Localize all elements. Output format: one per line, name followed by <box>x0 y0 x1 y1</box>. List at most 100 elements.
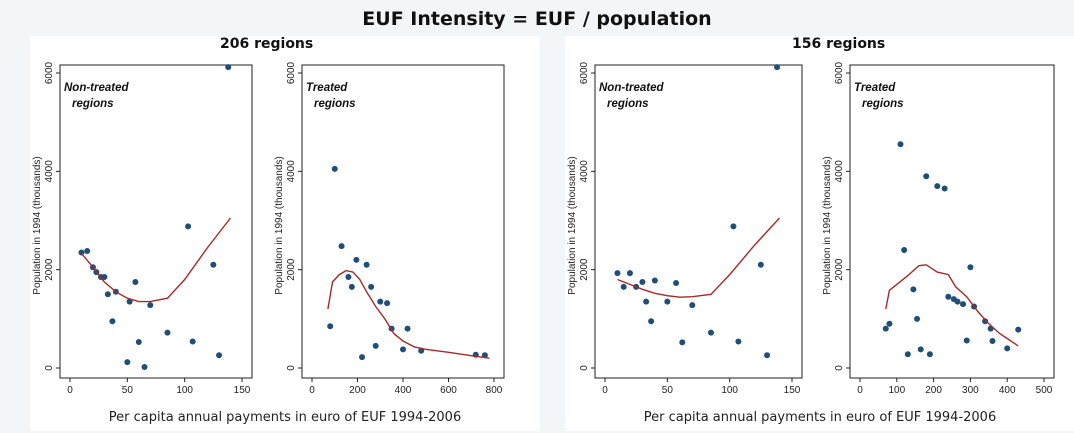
x-tick-label: 150 <box>784 385 801 396</box>
panel-annotation: Treated <box>854 82 896 94</box>
data-point <box>104 291 111 298</box>
data-point <box>639 278 646 285</box>
data-point <box>132 278 139 285</box>
data-point <box>363 261 370 268</box>
x-tick-label: 100 <box>721 385 738 396</box>
scatter-panel-non-treated-206: 0 2000 4000 6000 0 50 100 150 Population in 1994… <box>32 61 253 396</box>
y-tick-label: 6000 <box>579 61 590 84</box>
data-point <box>368 283 375 290</box>
x-tick-label: 300 <box>962 385 979 396</box>
y-axis-label: Population in 1994 (thousands) <box>274 156 285 294</box>
plot-frame <box>301 64 505 379</box>
data-point <box>673 279 680 286</box>
data-point <box>989 337 996 344</box>
y-tick-label: 4000 <box>579 160 590 183</box>
y-tick-label: 6000 <box>834 61 845 84</box>
x-tick-label: 400 <box>395 385 412 396</box>
y-axis-label: Population in 1994 (thousands) <box>32 156 43 294</box>
data-point <box>620 283 627 290</box>
data-point <box>384 300 391 307</box>
data-point <box>404 325 411 332</box>
y-tick-label: 2000 <box>286 258 297 281</box>
data-point <box>1004 345 1011 352</box>
y-tick-label: 0 <box>286 365 297 371</box>
fitted-curve <box>80 217 232 303</box>
panel-annotation: regions <box>72 98 114 110</box>
data-point <box>923 173 930 180</box>
data-point <box>651 277 658 284</box>
data-point <box>689 302 696 309</box>
y-tick-label: 0 <box>44 365 55 371</box>
x-tick-label: 200 <box>925 385 942 396</box>
y-tick-label: 0 <box>834 365 845 371</box>
data-point <box>348 283 355 290</box>
data-point <box>897 141 904 148</box>
data-point <box>917 346 924 353</box>
scatter-panel-treated-206: 0 2000 4000 6000 0 200 400 600 800 Population in … <box>274 61 505 396</box>
panel-annotation: regions <box>314 98 356 110</box>
data-point <box>910 286 917 293</box>
fitted-curve <box>327 269 490 359</box>
data-point <box>643 298 650 305</box>
data-point <box>901 247 908 253</box>
data-point <box>345 274 352 281</box>
x-tick-label: 50 <box>122 385 134 396</box>
y-tick-label: 6000 <box>286 61 297 84</box>
y-tick-label: 0 <box>579 365 590 371</box>
data-point <box>353 256 360 263</box>
data-point <box>679 339 686 346</box>
data-point <box>109 318 116 325</box>
x-axis-label: Per capita annual payments in euro of EU… <box>643 410 997 425</box>
data-point <box>185 223 192 230</box>
y-tick-label: 2000 <box>579 258 590 281</box>
data-point <box>954 298 961 305</box>
data-point <box>141 364 148 371</box>
scatter-panel-non-treated-156: 0 2000 4000 6000 0 50 100 150 Population in 1994… <box>567 61 803 396</box>
data-point <box>626 270 633 277</box>
data-point <box>886 320 893 327</box>
data-point <box>216 352 223 359</box>
plot-frame <box>849 64 1055 379</box>
data-point <box>757 261 764 268</box>
data-point <box>210 261 217 268</box>
data-point <box>934 183 941 190</box>
data-point <box>189 338 196 345</box>
data-point <box>941 185 948 192</box>
x-tick-label: 0 <box>309 385 315 396</box>
data-point <box>963 337 970 344</box>
panel-annotation: Treated <box>306 82 348 94</box>
data-point <box>101 274 108 281</box>
data-point <box>78 249 85 256</box>
data-point <box>664 298 671 305</box>
x-tick-label: 100 <box>176 385 193 396</box>
data-point <box>614 270 621 277</box>
y-tick-label: 2000 <box>834 258 845 281</box>
data-point <box>331 165 338 172</box>
y-tick-label: 2000 <box>44 258 55 281</box>
x-tick-label: 0 <box>602 385 608 396</box>
x-tick-label: 800 <box>486 385 503 396</box>
data-point <box>338 243 345 250</box>
data-point <box>327 323 334 330</box>
panel-annotation: Non-treated <box>64 82 130 94</box>
x-tick-label: 100 <box>888 385 905 396</box>
data-point <box>945 293 952 300</box>
data-point <box>135 338 142 345</box>
data-point <box>914 315 921 322</box>
panel-annotation: regions <box>607 98 649 110</box>
plot-frame <box>594 64 803 379</box>
group-title: 156 regions <box>792 36 886 52</box>
data-point <box>164 329 171 336</box>
data-point <box>1015 326 1022 333</box>
x-tick-label: 0 <box>67 385 73 396</box>
figure-title: EUF Intensity = EUF / population <box>362 8 712 30</box>
y-axis-label: Population in 1994 (thousands) <box>822 156 833 294</box>
data-point <box>126 298 133 305</box>
data-point <box>967 264 974 271</box>
x-tick-label: 150 <box>234 385 251 396</box>
y-tick-label: 4000 <box>286 160 297 183</box>
data-point <box>904 351 911 358</box>
data-point <box>764 352 771 359</box>
x-tick-label: 50 <box>662 385 674 396</box>
x-tick-label: 0 <box>857 385 863 396</box>
